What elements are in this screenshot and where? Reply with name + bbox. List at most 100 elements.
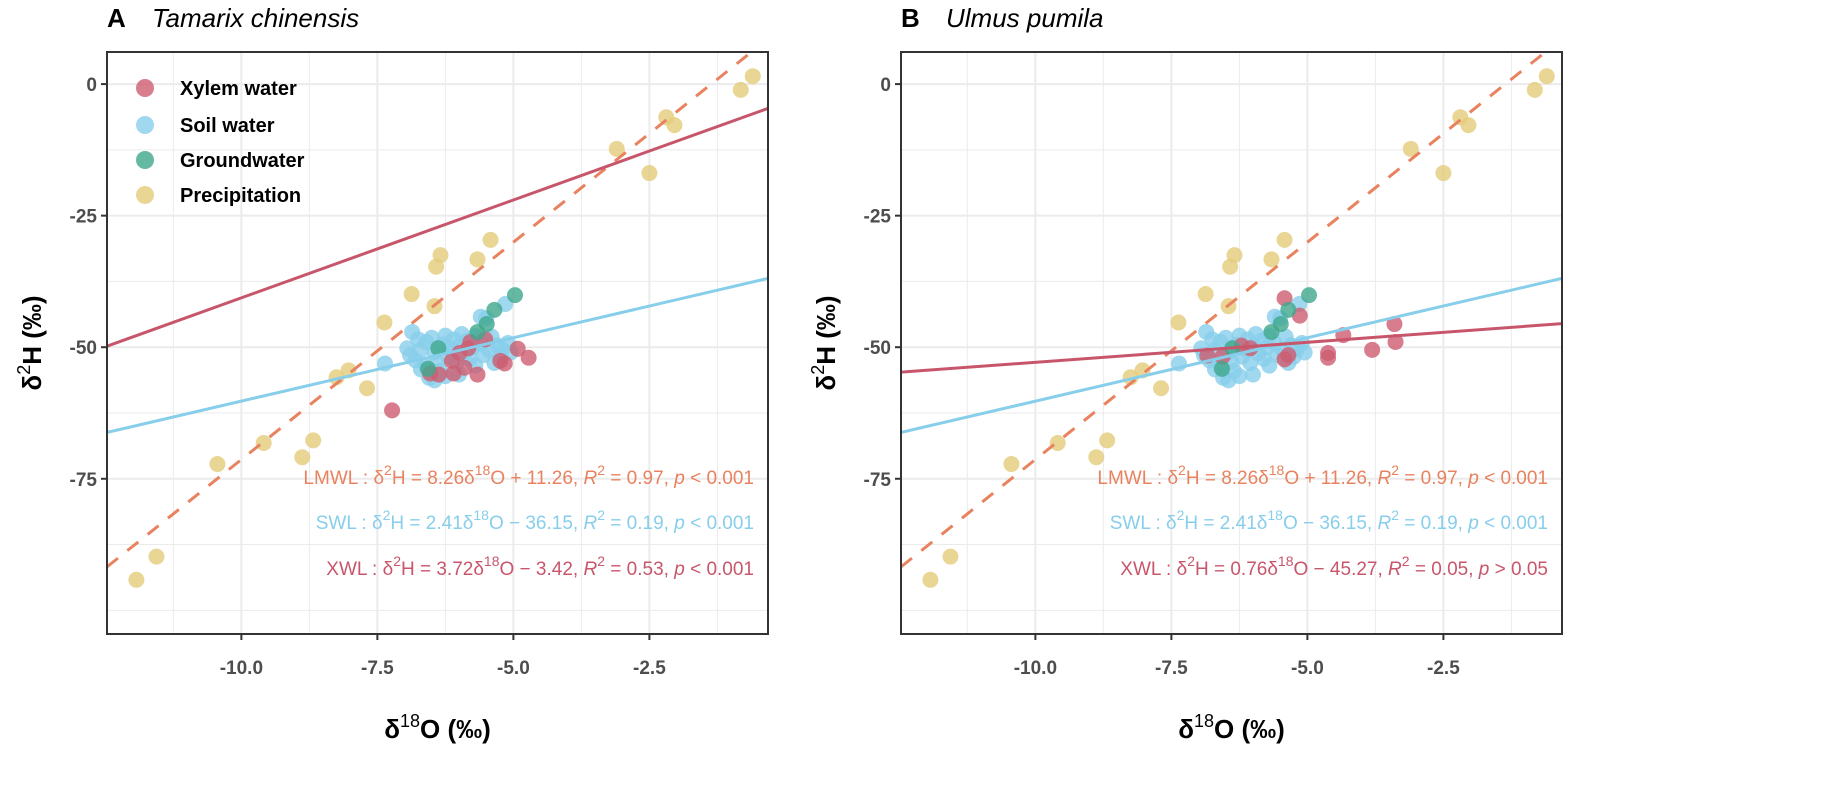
equation-text: O − 36.15, — [489, 513, 584, 534]
equation-swl: SWL : δ2H = 2.41δ18O − 36.15, R2 = 0.19,… — [316, 507, 754, 534]
x-tick-label: -2.5 — [1427, 658, 1460, 679]
equation-text: < 0.001 — [1479, 468, 1548, 489]
data-point — [922, 571, 939, 588]
equation-superscript: 18 — [1278, 553, 1294, 569]
equation-italic: p — [1467, 513, 1479, 534]
equation-lmwl: LMWL : δ2H = 8.26δ18O + 11.26, R2 = 0.97… — [1097, 462, 1548, 489]
data-point — [403, 286, 420, 303]
data-point — [1231, 368, 1248, 385]
equation-text: O − 36.15, — [1283, 513, 1378, 534]
x-tick-label: -5.0 — [497, 658, 530, 679]
legend-label: Groundwater — [180, 150, 305, 172]
data-point — [384, 402, 401, 419]
y-tick-label: 0 — [86, 75, 97, 96]
data-point — [1197, 286, 1214, 303]
data-point — [469, 323, 486, 340]
fit-line-lmwl — [107, 52, 754, 569]
equation-text: < 0.001 — [685, 468, 754, 489]
equation-italic: R — [1388, 559, 1402, 580]
equation-superscript: 2 — [384, 462, 392, 478]
equation-text: = 0.05, — [1410, 559, 1479, 580]
data-point — [744, 68, 761, 85]
equation-superscript: 18 — [473, 507, 489, 523]
equation-superscript: 2 — [1187, 553, 1195, 569]
x-tick-label: -2.5 — [633, 658, 666, 679]
legend-key — [136, 79, 154, 97]
y-tick-label: -75 — [864, 470, 892, 491]
equation-superscript: 18 — [475, 462, 491, 478]
series-xylem-water — [1199, 290, 1404, 368]
equation-italic: R — [583, 513, 597, 534]
data-point — [128, 571, 145, 588]
equation-superscript: 2 — [597, 462, 605, 478]
series-precipitation — [922, 68, 1555, 588]
series-precipitation — [128, 68, 761, 588]
equation-text: H = 8.26δ — [1186, 468, 1269, 489]
equation-text: O − 3.42, — [500, 559, 584, 580]
equation-italic: p — [1467, 468, 1479, 489]
equation-superscript: 2 — [1177, 507, 1185, 523]
equation-text: O − 45.27, — [1294, 559, 1389, 580]
equation-italic: p — [673, 559, 685, 580]
data-point — [294, 449, 311, 466]
data-point — [1301, 287, 1318, 304]
y-tick-label: -75 — [70, 470, 98, 491]
equation-text: < 0.001 — [685, 559, 754, 580]
data-point — [443, 352, 460, 369]
data-point — [1263, 251, 1280, 268]
x-axis-title-sup: 18 — [1194, 711, 1214, 731]
equation-superscript: 2 — [383, 507, 391, 523]
data-point — [1538, 68, 1555, 85]
data-point — [428, 258, 445, 275]
data-point — [496, 355, 513, 372]
equation-text: H = 3.72δ — [401, 559, 484, 580]
data-point — [1320, 349, 1337, 366]
y-axis-title-pre: δ — [811, 375, 841, 391]
equation-superscript: 2 — [1402, 553, 1410, 569]
equation-text: > 0.05 — [1489, 559, 1548, 580]
y-tick-label: 0 — [880, 75, 891, 96]
data-point — [608, 140, 625, 157]
series-groundwater — [1213, 287, 1318, 377]
equation-superscript: 2 — [393, 553, 401, 569]
fit-line-swl — [107, 276, 768, 434]
data-point — [509, 340, 526, 357]
x-tick-label: -5.0 — [1291, 658, 1324, 679]
equation-lmwl: LMWL : δ2H = 8.26δ18O + 11.26, R2 = 0.97… — [303, 462, 754, 489]
equation-text: = 0.97, — [605, 468, 674, 489]
data-point — [1280, 347, 1297, 364]
equation-italic: p — [673, 468, 685, 489]
data-point — [1526, 81, 1543, 98]
data-point — [148, 548, 165, 565]
equation-text: H = 2.41δ — [1184, 513, 1267, 534]
legend: Xylem water Soil water Groundwater Precipit… — [136, 78, 305, 207]
equation-text: XWL : δ — [1120, 559, 1187, 580]
equation-italic: p — [1478, 559, 1490, 580]
y-axis-title-post: H (‰) — [811, 295, 841, 364]
fit-line-xwl — [901, 322, 1562, 374]
equation-text: = 0.97, — [1399, 468, 1468, 489]
y-axis-title-sup: 2 — [808, 365, 828, 375]
equation-text: H = 8.26δ — [392, 468, 475, 489]
data-point — [1364, 341, 1381, 358]
legend-label: Soil water — [180, 115, 275, 137]
y-axis-title-pre: δ — [17, 375, 47, 391]
equation-italic: p — [673, 513, 685, 534]
equation-italic: R — [1377, 513, 1391, 534]
data-point — [419, 360, 436, 377]
legend-key — [136, 186, 154, 204]
data-point — [1386, 316, 1403, 333]
legend-label: Precipitation — [180, 185, 301, 207]
x-axis-title-pre: δ — [384, 714, 400, 744]
data-point — [1280, 301, 1297, 318]
equation-text: = 0.53, — [605, 559, 674, 580]
equation-xwl: XWL : δ2H = 3.72δ18O − 3.42, R2 = 0.53, … — [326, 553, 754, 580]
data-point — [1244, 366, 1261, 383]
equation-text: O + 11.26, — [490, 468, 583, 489]
panel-title: Tamarix chinensis — [152, 3, 359, 33]
data-point — [430, 340, 447, 357]
data-point — [1296, 344, 1313, 361]
equation-text: LMWL : δ — [1097, 468, 1178, 489]
